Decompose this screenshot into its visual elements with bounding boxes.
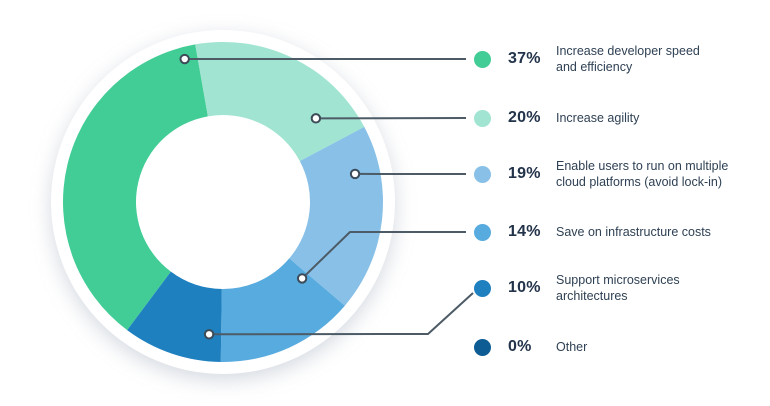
connector-lines [179,53,474,340]
connector-dot-3 [296,273,308,284]
donut-slice-1 [195,42,365,162]
connector-dot-4 [203,329,215,340]
connector-line-3 [301,231,466,280]
donut-slice-0 [63,44,208,331]
connector-dot-1 [310,113,322,124]
donut-slice-4 [127,271,222,362]
donut-slice-3 [220,258,345,362]
connector-dot-0 [179,53,190,65]
donut-slices [63,42,383,362]
connector-dot-2 [349,168,361,180]
connector-line-4 [209,292,474,336]
